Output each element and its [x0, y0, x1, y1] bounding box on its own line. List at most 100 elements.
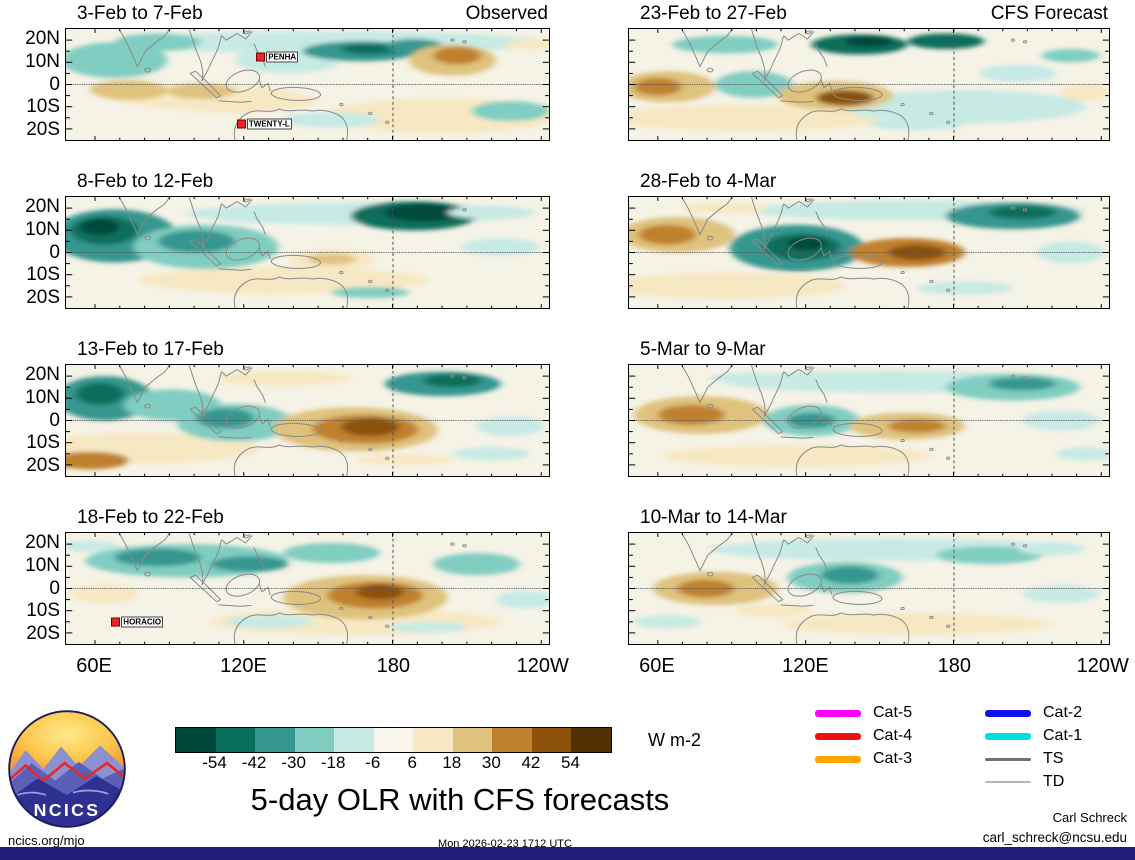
legend-item: Cat-1 [985, 725, 1082, 747]
ncics-logo-art: NCICS [8, 710, 126, 828]
axis-ticks [66, 365, 549, 476]
colorbar-segment [294, 728, 335, 752]
colorbar [175, 727, 612, 753]
storm-marker: TWENTY-L [236, 118, 292, 130]
coastlines [682, 533, 1027, 644]
map-area [628, 532, 1110, 645]
map-area: HORACIO [65, 532, 550, 645]
lat-tick-label: 20N [25, 196, 60, 218]
lon-tick-label: 180 [937, 655, 971, 677]
axis-ticks [629, 29, 1109, 140]
legend-label: Cat-2 [1043, 704, 1083, 721]
panel-date-range: 13-Feb to 17-Feb [77, 339, 224, 360]
lon-tick-label: 180 [376, 655, 411, 677]
lat-tick-label: 10S [26, 432, 60, 454]
legend-item: TS [985, 748, 1063, 770]
lat-tick-label: 20S [26, 286, 60, 308]
legend-label: Cat-3 [873, 750, 913, 767]
legend-label: TS [1043, 750, 1064, 767]
lat-tick-label: 0 [49, 73, 60, 95]
lon-tick-label: 120E [220, 655, 267, 677]
lat-tick-label: 20N [25, 532, 60, 554]
legend-line-swatch [815, 755, 861, 763]
lon-labels-right: 60E 120E 180 120W [628, 655, 1129, 681]
olr-anomaly-map [66, 197, 549, 308]
legend-line-swatch [985, 757, 1031, 761]
lon-tick-label: 60E [76, 655, 112, 677]
colorbar-segment [492, 728, 532, 752]
legend-label: Cat-4 [873, 727, 913, 744]
colorbar-segment [334, 728, 374, 752]
storm-marker: PENHA [256, 51, 299, 63]
colorbar-segment [531, 728, 572, 752]
legend-label: TD [1043, 773, 1065, 790]
olr-anomaly-map [66, 365, 549, 476]
lon-tick-label: 120W [516, 655, 569, 677]
axis-ticks [629, 365, 1109, 476]
anomaly-contours [633, 538, 1100, 636]
bottom-bar [0, 847, 1135, 860]
panel-date-range: 10-Mar to 14-Mar [640, 507, 787, 528]
colorbar-tick-label: 18 [442, 753, 462, 772]
legend-line-swatch [815, 732, 861, 740]
colorbar-tick-label: 42 [521, 753, 541, 772]
panel-date-range: 23-Feb to 27-Feb [640, 3, 787, 24]
olr-anomaly-map [629, 533, 1109, 644]
coastlines [119, 197, 466, 308]
storm-name-label: TWENTY-L [246, 118, 292, 130]
legend-column-2: Cat-2 Cat-1 TS TD [985, 702, 1135, 794]
colorbar-segment [373, 728, 414, 752]
map-area [65, 364, 550, 477]
legend-item: Cat-3 [815, 748, 912, 770]
colorbar-tick-label: 6 [407, 753, 417, 772]
map-panel-1: 3-Feb to 7-Feb Observed PENHA TWENTY-L [65, 3, 550, 141]
axis-ticks [66, 29, 549, 140]
legend-column-1: Cat-5 Cat-4 Cat-3 [815, 702, 965, 771]
coastlines [119, 365, 466, 476]
legend-item: Cat-4 [815, 725, 912, 747]
legend-item: Cat-2 [985, 702, 1082, 724]
lat-tick-label: 10N [25, 50, 60, 72]
axis-ticks [66, 533, 549, 644]
legend-item: TD [985, 771, 1064, 793]
olr-anomaly-map [629, 365, 1109, 476]
storm-name-label: PENHA [266, 51, 299, 63]
colorbar-tick-label: 54 [560, 753, 580, 772]
lat-tick-label: 10N [25, 218, 60, 240]
lon-tick-label: 120E [782, 655, 829, 677]
legend-label: Cat-5 [873, 704, 913, 721]
footer-author: Carl Schreck [1052, 810, 1127, 825]
storm-name-label: HORACIO [121, 616, 164, 628]
lat-tick-label: 20S [26, 118, 60, 140]
coastlines [119, 533, 466, 644]
map-panel-7: 5-Mar to 9-Mar [628, 339, 1110, 477]
colorbar-tick-label: -30 [281, 753, 306, 772]
panel-date-range: 5-Mar to 9-Mar [640, 339, 766, 360]
panel-date-range: 8-Feb to 12-Feb [77, 171, 214, 192]
colorbar-units-label: W m-2 [648, 730, 701, 750]
colorbar-segment [452, 728, 493, 752]
legend-line-swatch [985, 781, 1031, 783]
map-panel-4: 18-Feb to 22-Feb HORACIO [65, 507, 550, 645]
lat-labels-row-3: 20N 10N 0 10S 20S [2, 364, 60, 477]
map-area [628, 364, 1110, 477]
logo-mountains-front [9, 776, 125, 827]
colorbar-tick-label: -18 [320, 753, 346, 772]
lat-tick-label: 20N [25, 364, 60, 386]
lat-tick-label: 20S [26, 454, 60, 476]
colorbar-segment [571, 728, 612, 752]
map-panel-8: 10-Mar to 14-Mar [628, 507, 1110, 645]
footer-email: carl_schreck@ncsu.edu [982, 830, 1127, 845]
olr-anomaly-map [66, 29, 549, 140]
lat-tick-label: 10N [25, 554, 60, 576]
storm-marker: HORACIO [111, 616, 164, 628]
legend-line-swatch [815, 709, 861, 717]
map-area: PENHA TWENTY-L [65, 28, 550, 141]
panel-date-range: 28-Feb to 4-Mar [640, 171, 777, 192]
map-panel-2: 8-Feb to 12-Feb [65, 171, 550, 309]
olr-anomaly-map [629, 197, 1109, 308]
legend-line-swatch [985, 732, 1031, 740]
colorbar-segment [255, 728, 295, 752]
lat-tick-label: 0 [49, 409, 60, 431]
legend-line-swatch [985, 709, 1031, 717]
